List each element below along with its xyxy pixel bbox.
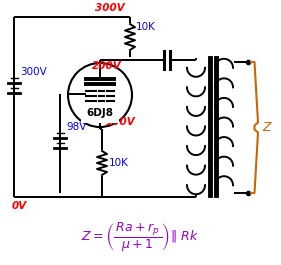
Text: 300V: 300V xyxy=(95,3,125,13)
Text: 300V: 300V xyxy=(20,67,47,77)
Text: 98V: 98V xyxy=(66,122,86,132)
Text: 0V: 0V xyxy=(12,201,27,211)
Text: 100V: 100V xyxy=(106,117,136,127)
Text: Z: Z xyxy=(262,121,271,134)
Text: 10K: 10K xyxy=(109,158,129,168)
Text: $Z = \left(\dfrac{\,Ra + r_p\,}{\mu+1}\right) \| \ Rk$: $Z = \left(\dfrac{\,Ra + r_p\,}{\mu+1}\r… xyxy=(81,220,199,254)
Text: 6DJ8: 6DJ8 xyxy=(87,108,114,118)
Text: 10K: 10K xyxy=(136,22,156,32)
Text: 200V: 200V xyxy=(92,61,122,71)
